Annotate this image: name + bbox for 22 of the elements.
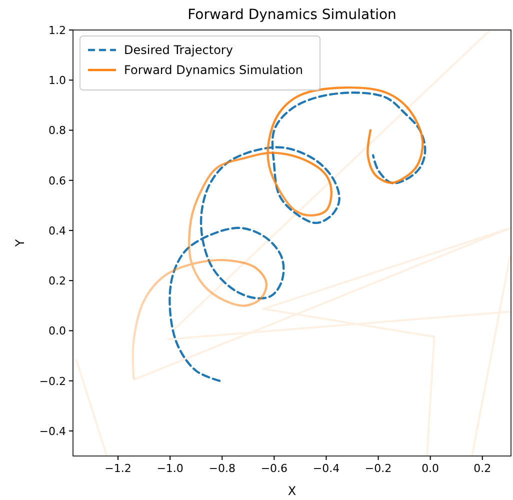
x-tick-label: −0.6	[260, 462, 288, 475]
x-tick-label: −0.4	[312, 462, 340, 475]
chart-title: Forward Dynamics Simulation	[188, 7, 396, 23]
x-axis-title: X	[288, 484, 296, 498]
x-tick-label: 0.2	[474, 462, 492, 475]
y-tick-label: 0.6	[48, 174, 66, 188]
series-label: Forward Dynamics Simulation	[124, 63, 303, 77]
x-tick-label: −0.2	[364, 462, 392, 475]
y-tick-label: −0.2	[39, 374, 66, 388]
x-tick-label: −1.0	[156, 462, 184, 475]
legend-label: Desired Trajectory	[124, 43, 233, 57]
y-tick-label: 0.0	[48, 324, 66, 338]
y-tick-label: −0.4	[39, 424, 66, 438]
y-axis-title: Y	[13, 238, 27, 248]
x-tick-label: −0.8	[208, 462, 236, 475]
x-tick-label: −1.2	[104, 462, 132, 475]
y-tick-label: 0.8	[48, 124, 66, 138]
y-tick-label: 1.2	[48, 24, 66, 37]
x-tick-label: 0.0	[422, 462, 440, 475]
y-tick-label: 0.4	[48, 224, 66, 238]
y-tick-label: 0.2	[48, 274, 66, 288]
y-tick-label: 1.0	[48, 74, 66, 88]
